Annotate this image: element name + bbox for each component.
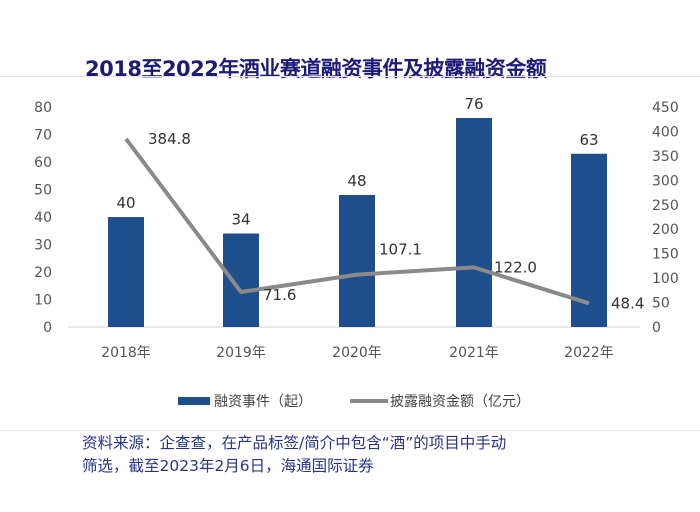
- chart: 0 10 20 30 40 50 60 70 80 0 50 100 150 200 250 300 350 40…: [34, 95, 679, 410]
- bar: [339, 195, 375, 327]
- y-right-tick-label: 350: [652, 149, 679, 165]
- source-line-2: 筛选，截至2023年2月6日，海通国际证券: [82, 457, 374, 475]
- y-left-tick-label: 30: [34, 238, 52, 254]
- x-tick-label: 2021年: [449, 345, 499, 361]
- title-divider: [0, 76, 700, 77]
- y-left-tick-label: 20: [34, 265, 52, 281]
- bar: [223, 233, 259, 327]
- y-left-tick-label: 60: [34, 155, 52, 171]
- x-tick-label: 2018年: [101, 345, 151, 361]
- bar-data-label: 76: [464, 95, 483, 113]
- y-right-tick-label: 450: [652, 100, 679, 116]
- bar-data-label: 63: [579, 131, 598, 149]
- x-tick-label: 2020年: [332, 345, 382, 361]
- y-left-tick-label: 10: [34, 293, 52, 309]
- legend-bar-swatch: [178, 397, 210, 405]
- y-right-tick-label: 50: [652, 296, 670, 312]
- y-right-tick-label: 150: [652, 247, 679, 263]
- bar-data-label: 34: [231, 211, 250, 229]
- source-divider: [0, 430, 700, 431]
- line-data-label: 107.1: [379, 241, 422, 259]
- y-right-tick-label: 250: [652, 198, 679, 214]
- bar: [108, 217, 144, 327]
- y-left-tick-label: 40: [34, 210, 52, 226]
- legend-line-label: 披露融资金额（亿元）: [390, 394, 530, 410]
- y-left-tick-label: 0: [43, 320, 52, 336]
- y-left-tick-label: 70: [34, 128, 52, 144]
- line-data-label: 48.4: [611, 294, 644, 312]
- legend-bar-label: 融资事件（起）: [214, 394, 312, 410]
- line-data-label: 122.0: [494, 258, 537, 276]
- line-data-label: 384.8: [148, 130, 191, 148]
- bar-data-label: 40: [116, 194, 135, 212]
- y-right-tick-label: 200: [652, 222, 679, 238]
- y-left-tick-label: 80: [34, 100, 52, 116]
- bar-data-label: 48: [347, 172, 366, 190]
- line-data-label: 71.6: [263, 286, 296, 304]
- y-left-tick-label: 50: [34, 183, 52, 199]
- chart-title: 2018至2022年酒业赛道融资事件及披露融资金额: [85, 57, 547, 81]
- y-right-tick-label: 100: [652, 271, 679, 287]
- y-right-tick-label: 400: [652, 124, 679, 140]
- bar: [456, 118, 492, 327]
- source-line-1: 资料来源：企查查，在产品标签/简介中包含“酒”的项目中手动: [82, 434, 507, 452]
- x-tick-label: 2022年: [564, 345, 614, 361]
- y-right-tick-label: 300: [652, 173, 679, 189]
- y-right-tick-label: 0: [652, 320, 661, 336]
- x-tick-label: 2019年: [216, 345, 266, 361]
